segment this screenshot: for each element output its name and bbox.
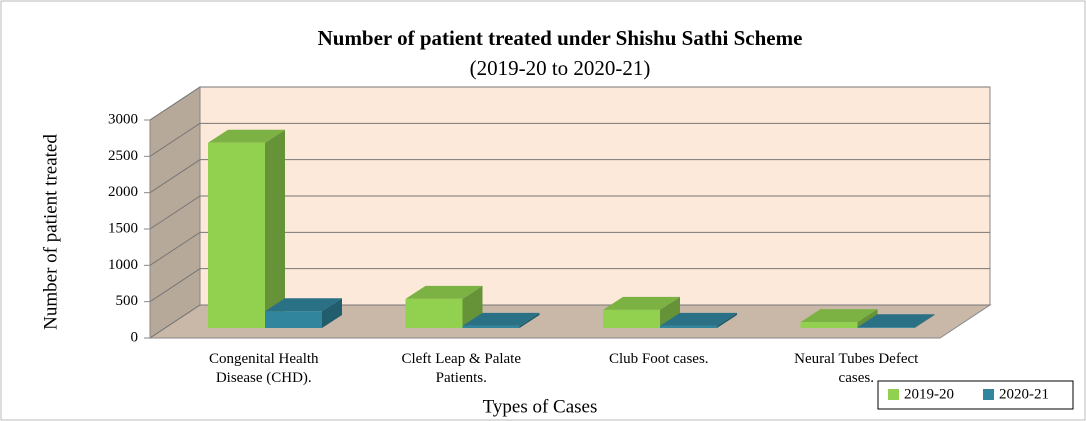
bar-top [603,296,680,310]
legend: 2019-20 2020-21 [877,380,1074,410]
bar-side [519,312,540,328]
bar-side [660,296,680,328]
bar-front [208,142,265,328]
bar-side [914,314,935,328]
x-tick-label: Club Foot cases. [609,351,709,367]
bar-side [322,298,342,328]
y-tick-label: 500 [116,293,139,309]
grid-line [149,195,990,230]
bar-side [717,312,737,328]
legend-label: 2020-21 [999,386,1049,402]
bar [462,312,540,328]
y-tick-label: 3000 [108,111,138,127]
bar-front [265,311,322,328]
bar-top [208,129,285,143]
bar-front [660,325,717,328]
bar-front [857,327,915,328]
bar [603,296,680,328]
bar-top [800,309,878,323]
bar-side [857,309,878,328]
grid-line [149,122,990,157]
bar-top [660,312,737,326]
bar-top [405,285,483,299]
x-tick-label: Neural Tubes Defect cases. [794,351,919,386]
bar-front [800,322,858,328]
bar [265,298,342,328]
bar [660,312,737,328]
bar-front [405,298,463,328]
legend-swatch [983,389,994,400]
bar-top [857,314,935,328]
x-axis-label: Types of Cases [483,396,598,417]
bar-front [462,325,520,328]
grid-line [149,159,990,194]
y-tick-label: 2500 [108,148,138,164]
y-tick-label: 1500 [108,220,138,236]
legend-box [877,380,1074,410]
x-tick-label: Congenital Health Disease (CHD). [209,351,319,386]
bar [857,314,935,328]
grid-line [149,304,990,339]
y-tick-label: 1000 [108,257,138,273]
bar-top [265,298,342,312]
bar-top [462,312,540,326]
grid-line [149,86,990,121]
x-tick-label: Cleft Leap & Palate Patients. [401,351,521,386]
bar-side [265,129,285,328]
legend-swatch [888,389,899,400]
bar [208,129,285,328]
bar-front [603,309,660,328]
chart-title: Number of patient treated under Shishu S… [318,26,803,50]
chart-subtitle: (2019-20 to 2020-21) [470,56,651,80]
y-tick-label: 0 [131,329,139,345]
grid-line [149,231,990,266]
y-tick-label: 2000 [108,184,138,200]
y-axis-label: Number of patient treated [40,134,61,330]
grid-line [149,268,990,303]
legend-label: 2019-20 [904,386,954,402]
bar [800,309,878,328]
